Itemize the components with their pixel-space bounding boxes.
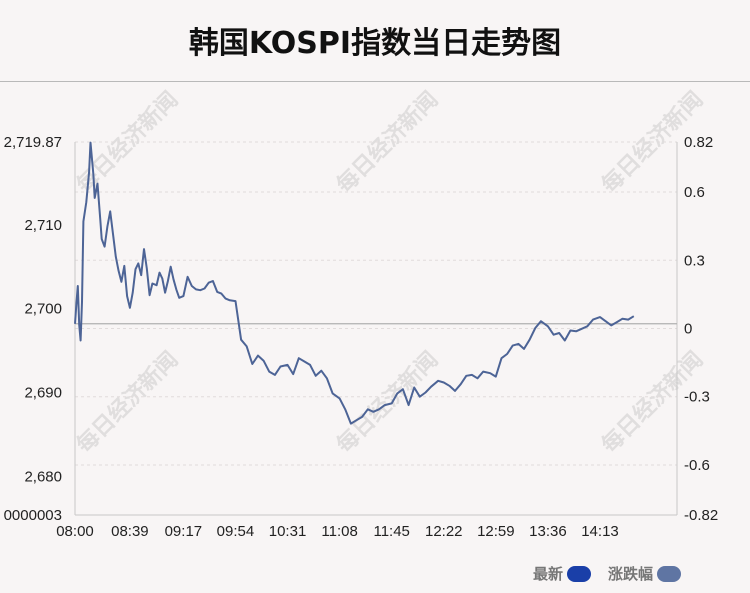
legend-latest-swatch <box>567 565 592 582</box>
x-tick-label: 14:13 <box>581 523 619 540</box>
x-tick-label: 10:31 <box>269 523 307 540</box>
left-tick-label: 2,700 <box>24 301 62 318</box>
right-y-axis: 0.82 0.6 0.3 0 -0.3 -0.6 -0.82 <box>684 134 718 524</box>
right-tick-label: -0.82 <box>684 507 718 524</box>
left-bottom-label: 0000003 <box>4 507 62 524</box>
legend-change-label: 涨跌幅 <box>608 565 654 583</box>
chart-title: 韩国KOSPI指数当日走势图 <box>188 26 562 61</box>
x-tick-label: 08:00 <box>56 523 94 540</box>
x-tick-label: 12:22 <box>425 523 463 540</box>
left-tick-label: 2,719.87 <box>4 134 62 151</box>
x-axis: 08:00 08:39 09:17 09:54 10:31 11:08 11:45 12:22… <box>56 523 619 540</box>
legend-change: 涨跌幅 <box>608 563 682 584</box>
x-tick-label: 12:59 <box>477 523 515 540</box>
right-tick-label: -0.6 <box>684 457 710 474</box>
x-tick-label: 11:45 <box>373 523 409 540</box>
legend-latest: 最新 <box>533 563 592 584</box>
x-tick-label: 08:39 <box>111 523 149 540</box>
right-tick-label: 0 <box>684 321 692 338</box>
left-y-axis: 2,719.87 2,710 2,700 2,690 2,680 0000003 <box>4 134 62 524</box>
x-tick-label: 09:54 <box>217 523 255 540</box>
left-tick-label: 2,710 <box>24 217 62 234</box>
right-tick-label: 0.6 <box>684 184 705 201</box>
legend-latest-label: 最新 <box>533 565 564 583</box>
legend-change-swatch <box>657 565 682 582</box>
title-divider <box>0 81 750 82</box>
x-tick-label: 13:36 <box>529 523 567 540</box>
left-tick-label: 2,680 <box>24 468 62 485</box>
kospi-price-line <box>74 141 635 425</box>
x-tick-label: 11:08 <box>321 523 357 540</box>
right-tick-label: 0.3 <box>684 252 705 269</box>
right-tick-label: 0.82 <box>684 134 713 151</box>
right-tick-label: -0.3 <box>684 389 710 406</box>
grid-lines <box>75 141 677 516</box>
x-tick-label: 09:17 <box>165 523 203 540</box>
left-tick-label: 2,690 <box>24 385 62 402</box>
